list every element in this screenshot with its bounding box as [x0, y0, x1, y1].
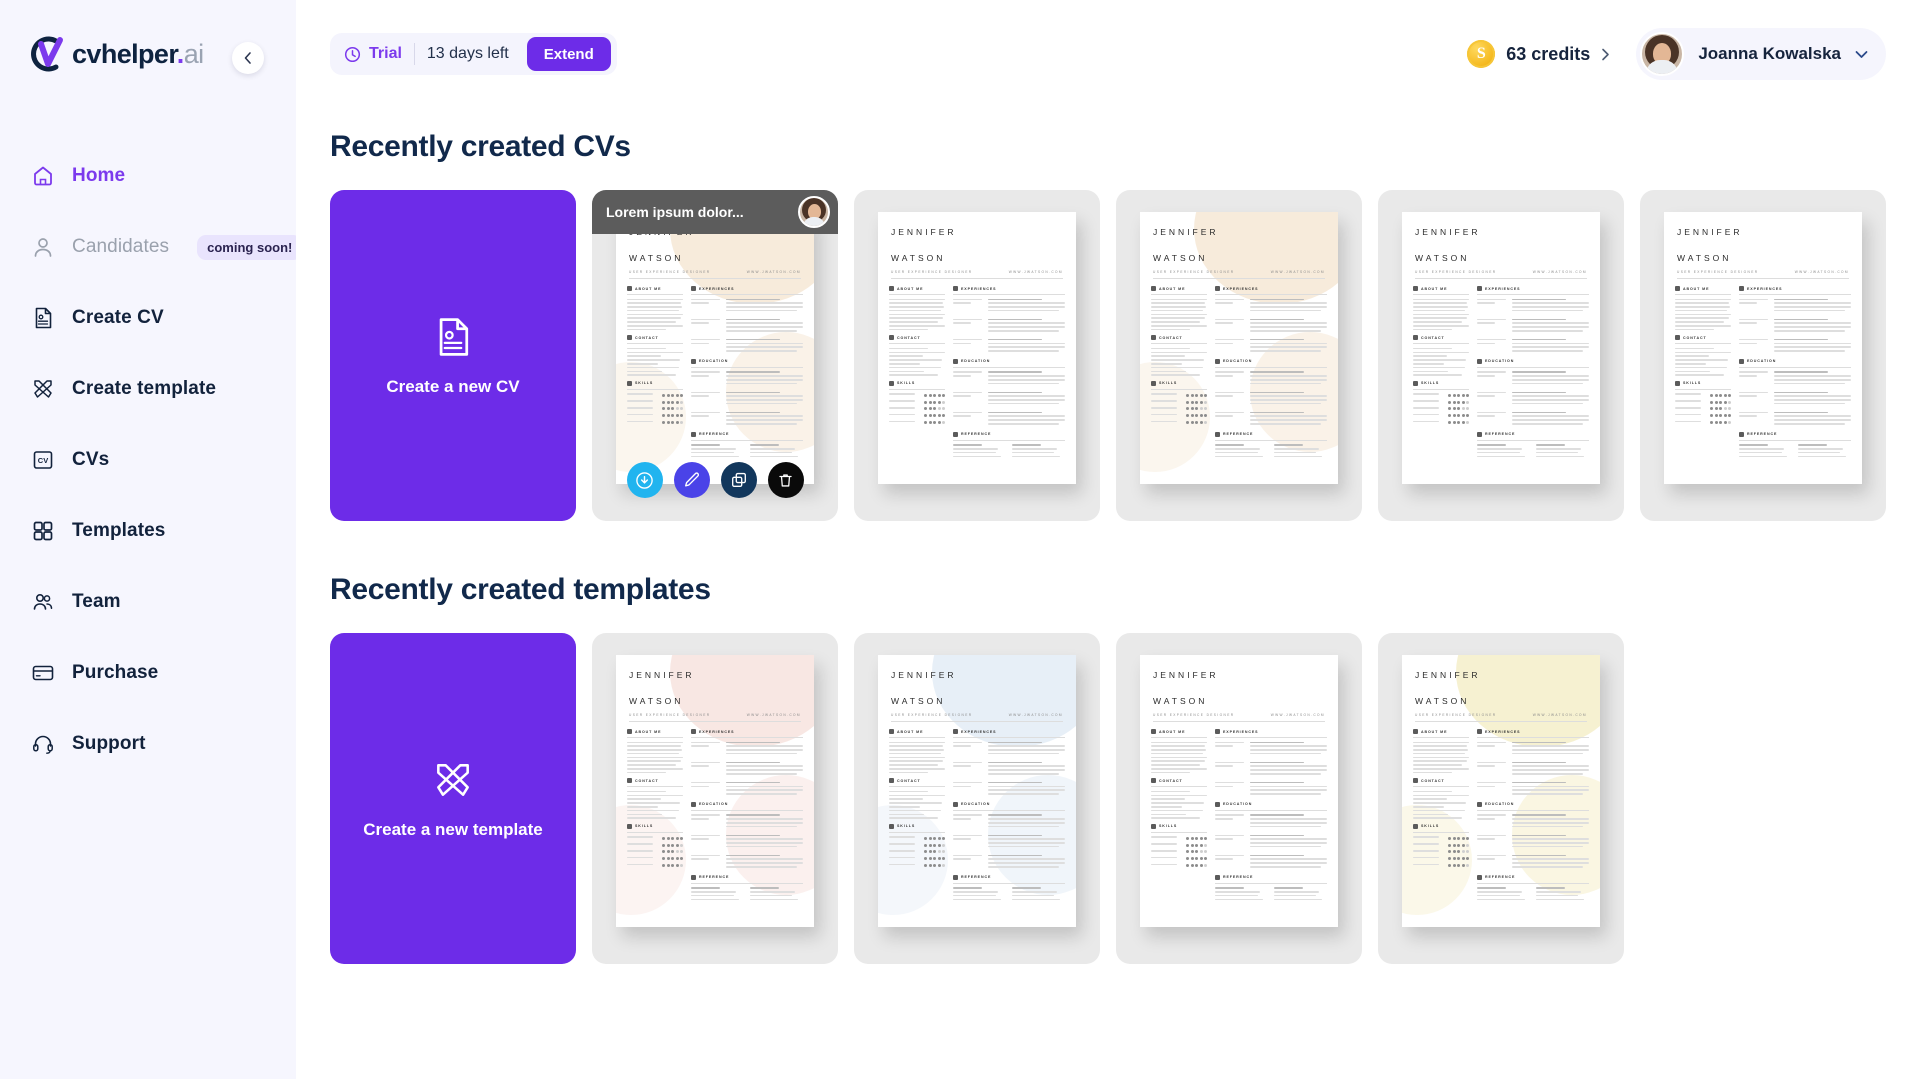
- cv-card-title: Lorem ipsum dolor...: [606, 204, 744, 220]
- brand-name: cvhelper.ai: [72, 38, 204, 69]
- create-new-cv-card[interactable]: Create a new CV: [330, 190, 576, 521]
- clock-icon: [344, 46, 361, 63]
- chevron-right-icon: [1601, 48, 1610, 61]
- cv-card-overlay-header: Lorem ipsum dolor...: [592, 190, 838, 234]
- document-user-icon: [431, 315, 475, 359]
- grid-icon: [30, 518, 56, 544]
- sidebar-item-label: Templates: [72, 520, 166, 541]
- credit-card-icon: [30, 660, 56, 686]
- cv-card-hovered[interactable]: Lorem ipsum dolor... JENNIFERWATSONUSER …: [592, 190, 838, 521]
- sidebar-collapse-button[interactable]: [232, 42, 264, 74]
- sidebar-item-templates[interactable]: Templates: [0, 507, 296, 555]
- avatar: [798, 196, 830, 228]
- page-title-cvs: Recently created CVs: [330, 130, 631, 163]
- sidebar-item-support[interactable]: Support: [0, 720, 296, 768]
- pencil-icon[interactable]: [673, 462, 710, 498]
- sidebar-item-home[interactable]: Home: [0, 152, 296, 200]
- sidebar-item-team[interactable]: Team: [0, 578, 296, 626]
- template-card[interactable]: JENNIFER WATSON USER EXPERIENCE DESIGNER WW…: [1378, 633, 1624, 964]
- svg-text:CV: CV: [38, 456, 48, 465]
- sidebar-item-cvs[interactable]: CV CVs: [0, 436, 296, 484]
- template-thumbnail: JENNIFER WATSON USER EXPERIENCE DESIGNER WW…: [1140, 655, 1338, 927]
- create-new-cv-label: Create a new CV: [386, 376, 520, 396]
- pencil-ruler-icon: [30, 376, 56, 402]
- create-new-template-card[interactable]: Create a new template: [330, 633, 576, 964]
- sidebar-item-label: Support: [72, 733, 146, 754]
- template-card-row: Create a new template JENNIFER WATSON USER…: [330, 633, 1886, 964]
- sidebar-item-label: Candidates: [72, 236, 170, 257]
- cv-card-row: Create a new CV Lorem ipsum dolor... JEN…: [330, 190, 1886, 521]
- team-icon: [30, 589, 56, 615]
- chevron-down-icon: [1855, 50, 1868, 59]
- sidebar-item-candidates[interactable]: Candidates coming soon!: [0, 223, 303, 271]
- template-thumbnail: JENNIFER WATSON USER EXPERIENCE DESIGNER WW…: [878, 655, 1076, 927]
- cv-card-actions: [592, 462, 838, 498]
- trial-days-left: 13 days left: [426, 45, 509, 62]
- sidebar-item-label: Create CV: [72, 307, 164, 328]
- credits-value: 63 credits: [1506, 43, 1591, 64]
- cvhelper-logo-icon: [26, 33, 68, 75]
- template-thumbnail: JENNIFER WATSON USER EXPERIENCE DESIGNER WW…: [616, 655, 814, 927]
- extend-button[interactable]: Extend: [526, 37, 611, 71]
- user-name: Joanna Kowalska: [1698, 44, 1841, 63]
- content-area: Recently created CVs Create a new CV Lor…: [296, 130, 1920, 964]
- trial-label-group: Trial: [344, 45, 402, 63]
- sidebar-item-label: Team: [72, 591, 121, 612]
- headset-icon: [30, 731, 56, 757]
- sidebar-item-label: Purchase: [72, 662, 159, 683]
- divider: [413, 43, 415, 65]
- download-icon[interactable]: [626, 462, 663, 498]
- top-bar-right: S 63 credits Joanna Kowalska: [1467, 28, 1886, 80]
- cv-card[interactable]: JENNIFER WATSON USER EXPERIENCE DESIGNER WW…: [854, 190, 1100, 521]
- cv-card[interactable]: JENNIFER WATSON USER EXPERIENCE DESIGNER WW…: [1640, 190, 1886, 521]
- user-icon: [30, 234, 56, 260]
- sidebar-item-label: CVs: [72, 449, 110, 470]
- document-user-icon: [30, 305, 56, 331]
- trial-label: Trial: [369, 45, 402, 62]
- credits-button[interactable]: S 63 credits: [1467, 40, 1610, 68]
- home-icon: [30, 163, 56, 189]
- avatar: [1640, 32, 1685, 76]
- sidebar-item-create-template[interactable]: Create template: [0, 365, 296, 413]
- pencil-ruler-icon: [431, 758, 475, 802]
- cv-box-icon: CV: [30, 447, 56, 473]
- sidebar-item-label: Create template: [72, 378, 217, 399]
- sidebar-item-purchase[interactable]: Purchase: [0, 649, 296, 697]
- sidebar-nav: Home Candidates coming soon! Create CV: [0, 152, 303, 791]
- page-title-templates: Recently created templates: [330, 573, 711, 606]
- template-card[interactable]: JENNIFER WATSON USER EXPERIENCE DESIGNER WW…: [1116, 633, 1362, 964]
- trial-status-pill: Trial 13 days left Extend: [330, 33, 617, 75]
- coin-icon: S: [1467, 40, 1496, 68]
- cv-card[interactable]: JENNIFER WATSON USER EXPERIENCE DESIGNER WW…: [1116, 190, 1362, 521]
- sidebar: cvhelper.ai Home Candidates coming soon!: [0, 0, 303, 1079]
- chevron-left-icon: [241, 51, 255, 65]
- sidebar-item-label: Home: [72, 165, 126, 186]
- cv-card[interactable]: JENNIFER WATSON USER EXPERIENCE DESIGNER WW…: [1378, 190, 1624, 521]
- create-new-template-label: Create a new template: [363, 819, 543, 839]
- template-card[interactable]: JENNIFER WATSON USER EXPERIENCE DESIGNER WW…: [592, 633, 838, 964]
- template-card[interactable]: JENNIFER WATSON USER EXPERIENCE DESIGNER WW…: [854, 633, 1100, 964]
- user-menu-button[interactable]: Joanna Kowalska: [1636, 28, 1886, 80]
- template-thumbnail: JENNIFER WATSON USER EXPERIENCE DESIGNER WW…: [1402, 655, 1600, 927]
- brand-logo[interactable]: cvhelper.ai: [0, 26, 296, 82]
- sidebar-item-create-cv[interactable]: Create CV: [0, 294, 296, 342]
- main-content: Trial 13 days left Extend S 63 credits: [296, 0, 1920, 1079]
- copy-icon[interactable]: [720, 462, 757, 498]
- trash-icon[interactable]: [767, 462, 804, 498]
- coming-soon-badge: coming soon!: [197, 234, 303, 260]
- top-bar: Trial 13 days left Extend S 63 credits: [296, 0, 1920, 108]
